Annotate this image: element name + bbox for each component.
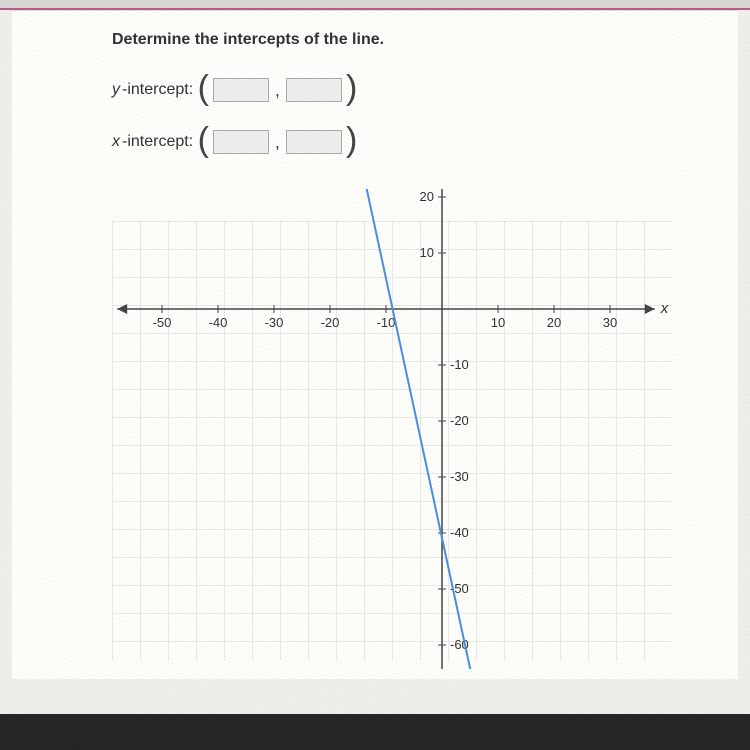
x-intercept-y-input[interactable] bbox=[286, 130, 342, 154]
y-intercept-label: -intercept: bbox=[122, 81, 193, 99]
x-intercept-x-input[interactable] bbox=[213, 130, 269, 154]
y-intercept-row: y-intercept: ( , ) bbox=[112, 73, 714, 107]
svg-text:20: 20 bbox=[547, 315, 561, 330]
instruction-text: Determine the intercepts of the line. bbox=[112, 31, 714, 49]
svg-text:10: 10 bbox=[491, 315, 505, 330]
svg-text:-40: -40 bbox=[209, 315, 228, 330]
comma: , bbox=[275, 80, 280, 101]
axes-svg: yx-50-40-30-20-101020302010-10-20-30-40-… bbox=[112, 189, 672, 669]
y-intercept-x-input[interactable] bbox=[213, 78, 269, 102]
svg-text:-50: -50 bbox=[153, 315, 172, 330]
svg-text:-30: -30 bbox=[265, 315, 284, 330]
x-variable: x bbox=[112, 133, 120, 151]
question-panel: Determine the intercepts of the line. y-… bbox=[12, 10, 738, 679]
x-intercept-row: x-intercept: ( , ) bbox=[112, 125, 714, 159]
svg-text:10: 10 bbox=[420, 245, 434, 260]
window-top-bar bbox=[0, 0, 750, 10]
svg-text:x: x bbox=[660, 300, 669, 317]
svg-text:-10: -10 bbox=[377, 315, 396, 330]
graph: yx-50-40-30-20-101020302010-10-20-30-40-… bbox=[112, 189, 672, 669]
paren-open: ( bbox=[198, 71, 209, 105]
comma: , bbox=[275, 132, 280, 153]
svg-text:20: 20 bbox=[420, 189, 434, 204]
paren-close: ) bbox=[346, 71, 357, 105]
x-intercept-label: -intercept: bbox=[122, 133, 193, 151]
paren-open: ( bbox=[198, 123, 209, 157]
svg-text:30: 30 bbox=[603, 315, 617, 330]
svg-text:-30: -30 bbox=[450, 469, 469, 484]
svg-text:-20: -20 bbox=[450, 413, 469, 428]
paren-close: ) bbox=[346, 123, 357, 157]
svg-text:-10: -10 bbox=[450, 357, 469, 372]
y-intercept-y-input[interactable] bbox=[286, 78, 342, 102]
svg-text:-40: -40 bbox=[450, 525, 469, 540]
y-variable: y bbox=[112, 81, 120, 99]
bottom-bar bbox=[0, 714, 750, 750]
svg-text:-20: -20 bbox=[321, 315, 340, 330]
